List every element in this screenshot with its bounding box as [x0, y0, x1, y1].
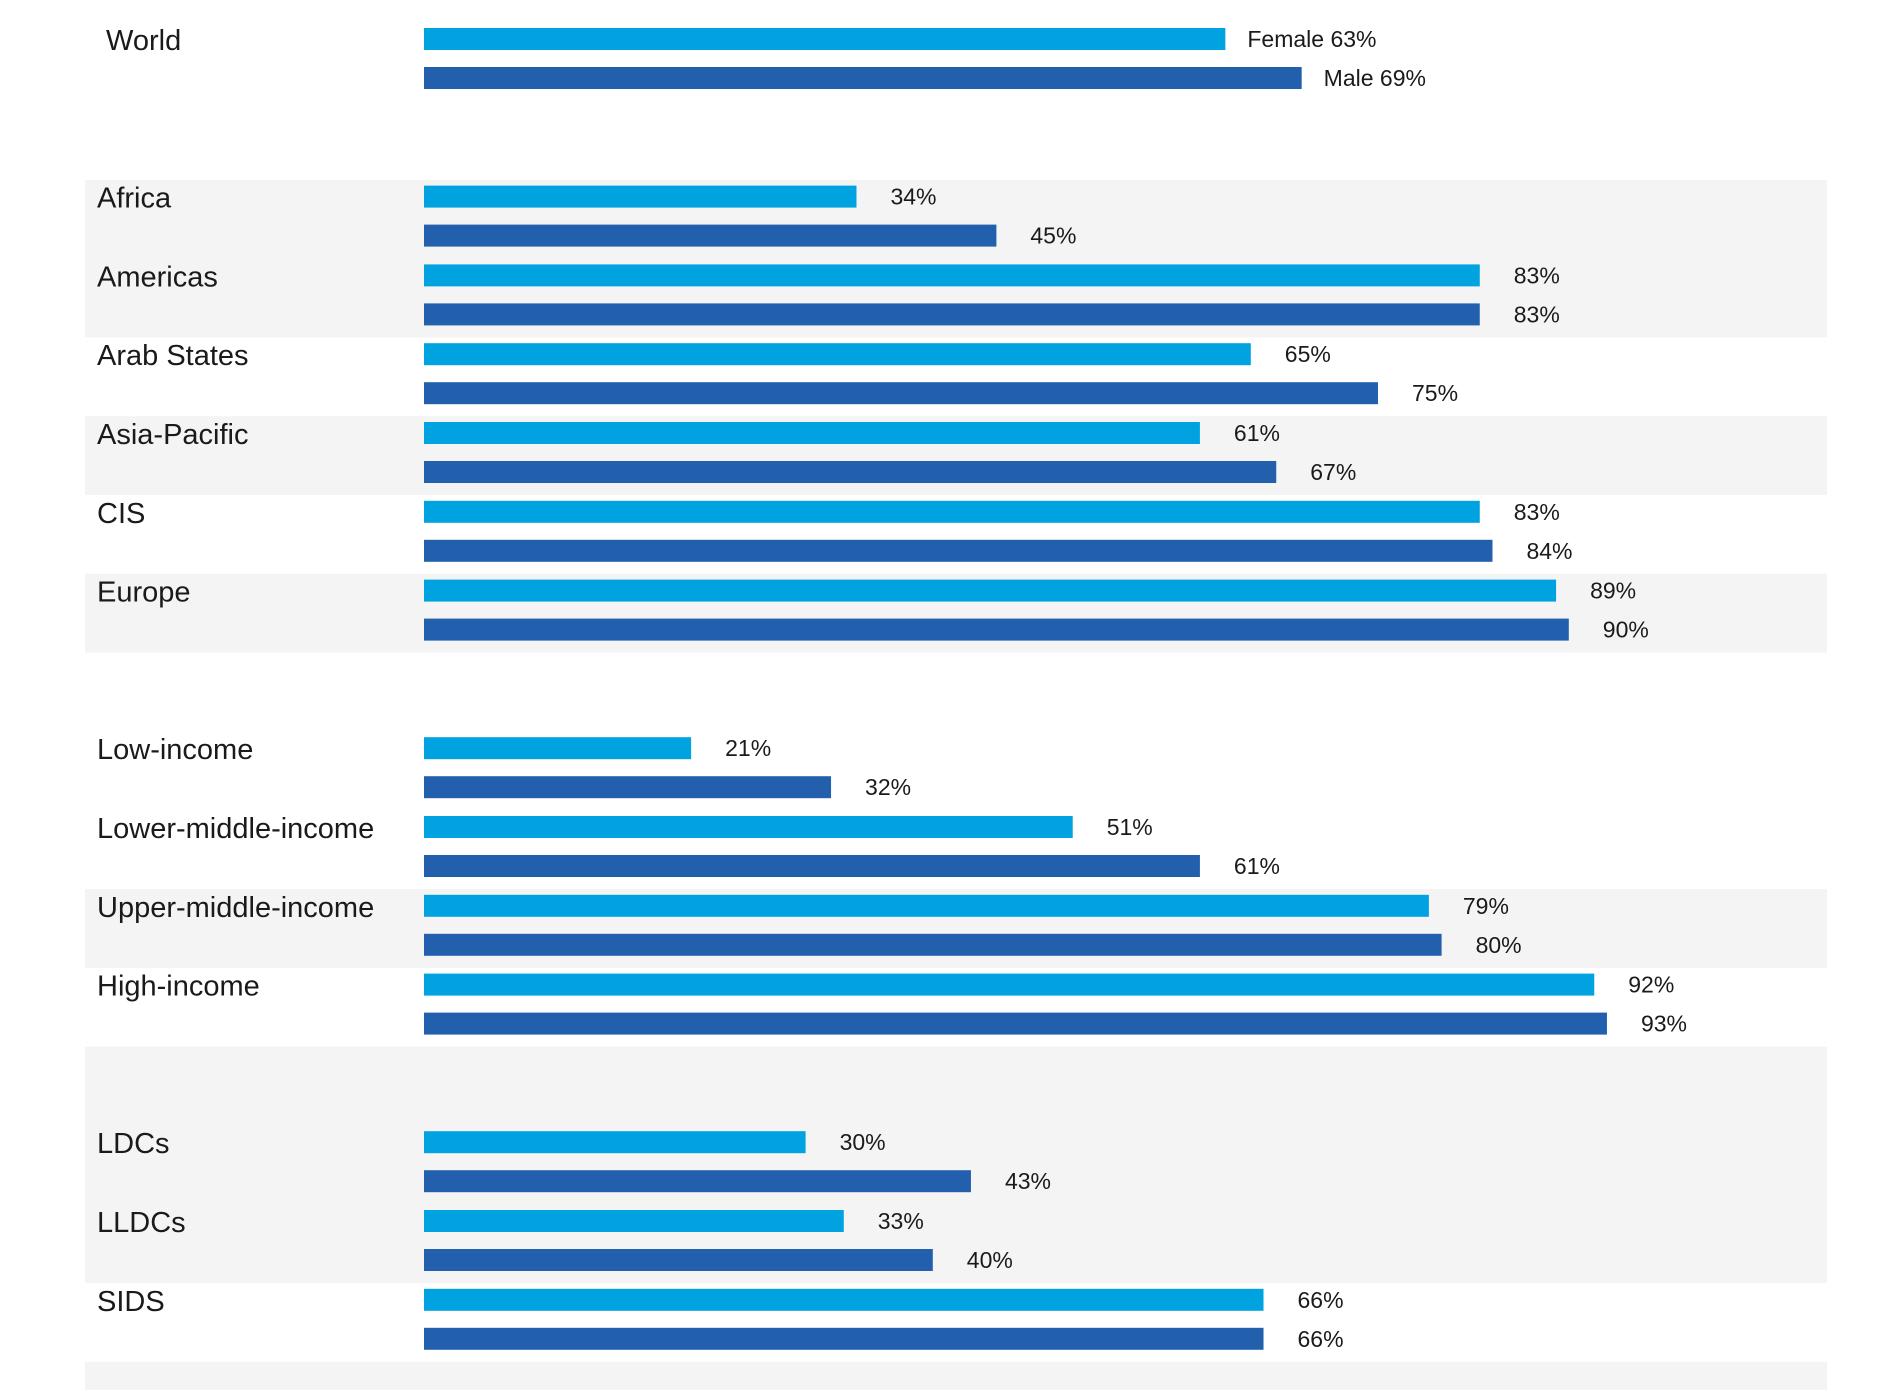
bar-sids-male	[424, 1327, 1264, 1350]
category-label-arab-states: Arab States	[97, 340, 249, 372]
row-band	[85, 1361, 1827, 1395]
category-label-europe: Europe	[97, 577, 191, 609]
category-label-high-income: High-income	[97, 971, 260, 1003]
bar-europe-female	[424, 579, 1557, 602]
bar-africa-male	[424, 224, 997, 247]
value-label-lldcs-female: 33%	[878, 1208, 924, 1234]
bar-lower-middle-income-male	[424, 855, 1200, 877]
spacer-band	[85, 1125, 1827, 1205]
bar-asia-pacific-female	[424, 422, 1200, 444]
category-label-lldcs: LLDCs	[97, 1207, 186, 1239]
value-label-upper-middle-income-male: 80%	[1476, 932, 1522, 958]
bar-lldcs-male	[424, 1249, 933, 1271]
value-label-lldcs-male: 40%	[967, 1247, 1013, 1273]
value-label-ldcs-male: 43%	[1005, 1168, 1051, 1194]
bar-world-female	[424, 28, 1226, 50]
value-label-arab-states-female: 65%	[1285, 341, 1331, 367]
bar-americas-female	[424, 264, 1480, 287]
value-label-africa-male: 45%	[1030, 223, 1076, 249]
value-label-europe-female: 89%	[1590, 578, 1636, 604]
value-label-ldcs-female: 30%	[840, 1129, 886, 1155]
category-label-world: World	[106, 25, 181, 57]
bar-upper-middle-income-female	[424, 894, 1429, 917]
category-label-americas: Americas	[97, 261, 218, 293]
value-label-americas-female: 83%	[1514, 262, 1560, 288]
category-label-low-income: Low-income	[97, 734, 253, 766]
value-label-low-income-female: 21%	[725, 735, 771, 761]
bar-lower-middle-income-female	[424, 816, 1073, 838]
value-label-sids-female: 66%	[1298, 1287, 1344, 1313]
bar-high-income-male	[424, 1012, 1607, 1035]
bar-high-income-female	[424, 973, 1595, 996]
category-label-asia-pacific: Asia-Pacific	[97, 419, 249, 451]
value-label-asia-pacific-female: 61%	[1234, 420, 1280, 446]
bars	[424, 28, 1607, 1350]
value-label-europe-male: 90%	[1603, 617, 1649, 643]
bar-upper-middle-income-male	[424, 933, 1442, 956]
bar-asia-pacific-male	[424, 461, 1277, 483]
bar-lldcs-female	[424, 1210, 844, 1232]
bar-world-male	[424, 67, 1302, 89]
labels: World Female 63% Male 69% Africa 34% 45% Ameri…	[97, 25, 1687, 1352]
bar-europe-male	[424, 618, 1569, 641]
spacer-band	[85, 179, 1827, 259]
value-label-americas-male: 83%	[1514, 301, 1560, 327]
value-label-world-female: Female 63%	[1247, 26, 1376, 52]
value-label-lower-middle-income-male: 61%	[1234, 853, 1280, 879]
category-label-sids: SIDS	[97, 1286, 165, 1318]
category-label-upper-middle-income: Upper-middle-income	[97, 892, 374, 924]
bar-cis-male	[424, 539, 1493, 562]
category-label-africa: Africa	[97, 183, 172, 215]
value-label-arab-states-male: 75%	[1412, 380, 1458, 406]
value-label-africa-female: 34%	[890, 184, 936, 210]
row-band	[85, 1046, 1827, 1126]
value-label-world-male: Male 69%	[1324, 65, 1426, 91]
bar-ldcs-male	[424, 1170, 971, 1193]
value-label-cis-male: 84%	[1526, 538, 1572, 564]
value-label-asia-pacific-male: 67%	[1310, 459, 1356, 485]
bar-africa-female	[424, 185, 857, 208]
bar-americas-male	[424, 303, 1480, 326]
bar-sids-female	[424, 1288, 1264, 1311]
bar-ldcs-female	[424, 1131, 806, 1154]
row-band	[85, 1204, 1827, 1283]
bar-cis-female	[424, 500, 1480, 523]
value-label-high-income-female: 92%	[1628, 972, 1674, 998]
category-label-cis: CIS	[97, 498, 145, 530]
bar-low-income-female	[424, 737, 692, 760]
bar-low-income-male	[424, 776, 832, 799]
value-label-lower-middle-income-female: 51%	[1107, 814, 1153, 840]
bar-arab-states-female	[424, 343, 1251, 366]
category-label-ldcs: LDCs	[97, 1128, 170, 1160]
value-label-low-income-male: 32%	[865, 774, 911, 800]
category-label-lower-middle-income: Lower-middle-income	[97, 813, 374, 845]
value-label-upper-middle-income-female: 79%	[1463, 893, 1509, 919]
bar-arab-states-male	[424, 382, 1378, 405]
value-label-cis-female: 83%	[1514, 499, 1560, 525]
value-label-sids-male: 66%	[1298, 1326, 1344, 1352]
value-label-high-income-male: 93%	[1641, 1011, 1687, 1037]
